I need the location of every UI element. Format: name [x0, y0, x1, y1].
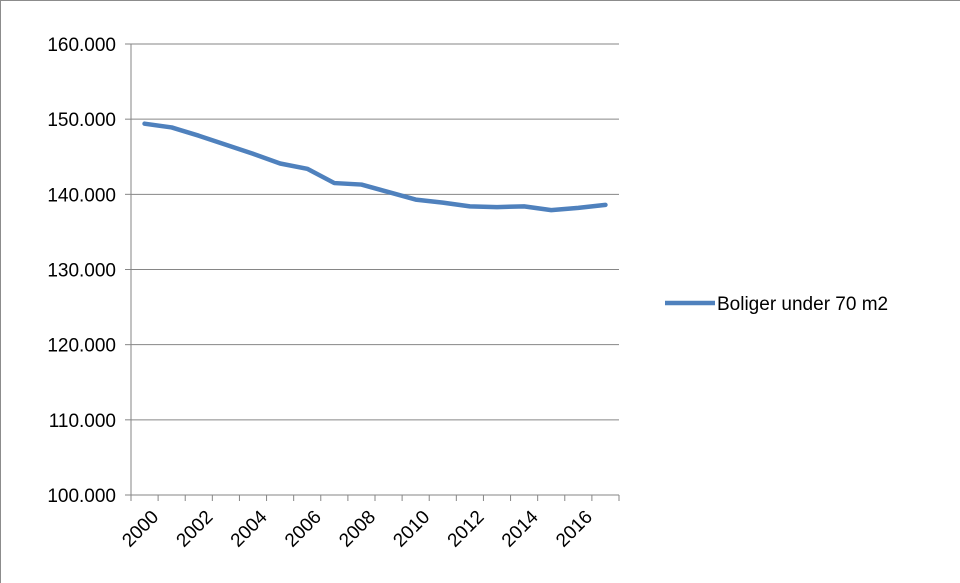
x-axis-tick-label: 2012: [444, 507, 489, 552]
x-axis-tick-label: 2006: [281, 507, 326, 552]
x-axis-tick-labels: 2000 2002 2004 2006 2008 2010 2012 2014 2016: [118, 506, 597, 551]
y-axis-tick-label: 100.000: [47, 486, 116, 507]
x-axis-tick-label: 2000: [118, 507, 163, 552]
x-axis-tick-label: 2008: [335, 507, 380, 552]
series-line-1: [142, 121, 608, 213]
y-axis-tick-label: 110.000: [49, 411, 116, 432]
legend-label-series-1: Boliger under 70 m2: [717, 294, 888, 315]
y-axis-tick-labels: 160.000 150.000 140.000 130.000 120.000 110.0…: [47, 35, 116, 507]
axes: [125, 43, 620, 501]
y-axis-tick-label: 120.000: [47, 336, 116, 357]
x-axis-tick-label: 2004: [227, 506, 272, 551]
series-lines: [142, 121, 608, 213]
y-axis-tick-label: 150.000: [47, 110, 116, 131]
x-axis-tick-label: 2016: [552, 507, 597, 552]
y-axis-tick-label: 160.000: [47, 35, 116, 56]
y-axis-tick-label: 130.000: [47, 261, 116, 282]
gridlines: [131, 43, 619, 421]
y-axis-tick-label: 140.000: [47, 185, 116, 206]
legend: Boliger under 70 m2: [665, 294, 888, 315]
x-axis-tick-label: 2010: [390, 507, 435, 552]
x-axis-tick-label: 2014: [498, 506, 543, 551]
x-axis-tick-label: 2002: [173, 507, 218, 552]
